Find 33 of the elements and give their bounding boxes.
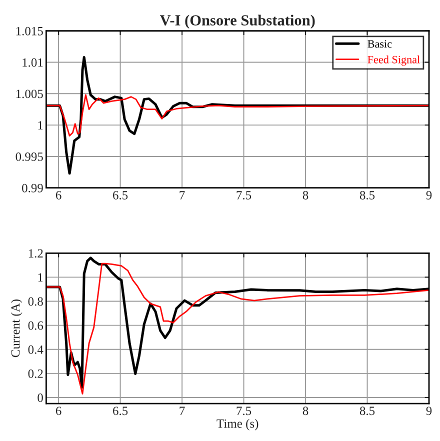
y-tick-label: 0.99: [22, 184, 43, 192]
x-axis-title: Time (s): [216, 419, 258, 430]
x-tick-label: 6.5: [113, 191, 128, 200]
x-tick-label: 6.5: [113, 406, 128, 416]
legend-label: Basic: [368, 40, 392, 48]
y-tick-label: 1.01: [22, 58, 43, 67]
line-series: [46, 94, 429, 136]
y-tick-label: 0.4: [28, 345, 44, 354]
x-tick-label: 9: [426, 406, 432, 416]
y-tick-label: 0.995: [16, 152, 43, 161]
x-tick-label: 8: [302, 406, 308, 416]
y-tick-label: 1.2: [28, 249, 43, 258]
x-tick-label: 7.5: [236, 406, 252, 416]
x-tick-label: 8.5: [360, 406, 375, 416]
x-tick-label: 7: [180, 406, 185, 415]
y-axis-title: Current (A): [10, 300, 22, 358]
legend-label: Feed Signal: [368, 56, 420, 66]
x-tick-label: 7: [180, 191, 185, 200]
y-tick-label: 0.8: [28, 297, 43, 306]
x-tick-label: 9: [426, 191, 432, 200]
x-tick-label: 6: [56, 406, 62, 416]
x-tick-label: 8: [302, 191, 308, 200]
y-tick-label: 1.005: [16, 90, 43, 98]
x-tick-label: 8.5: [360, 191, 375, 200]
x-tick-label: 6: [56, 191, 62, 200]
y-tick-label: 0.6: [28, 321, 44, 330]
y-tick-label: 0: [38, 394, 43, 402]
y-tick-label: 1: [38, 121, 43, 130]
y-tick-label: 1: [38, 273, 43, 282]
chart-title: V-I (Onsore Substation): [160, 14, 315, 29]
y-tick-label: 1.015: [16, 26, 43, 36]
y-tick-label: 0.2: [28, 369, 43, 378]
x-tick-label: 7.5: [236, 191, 252, 200]
